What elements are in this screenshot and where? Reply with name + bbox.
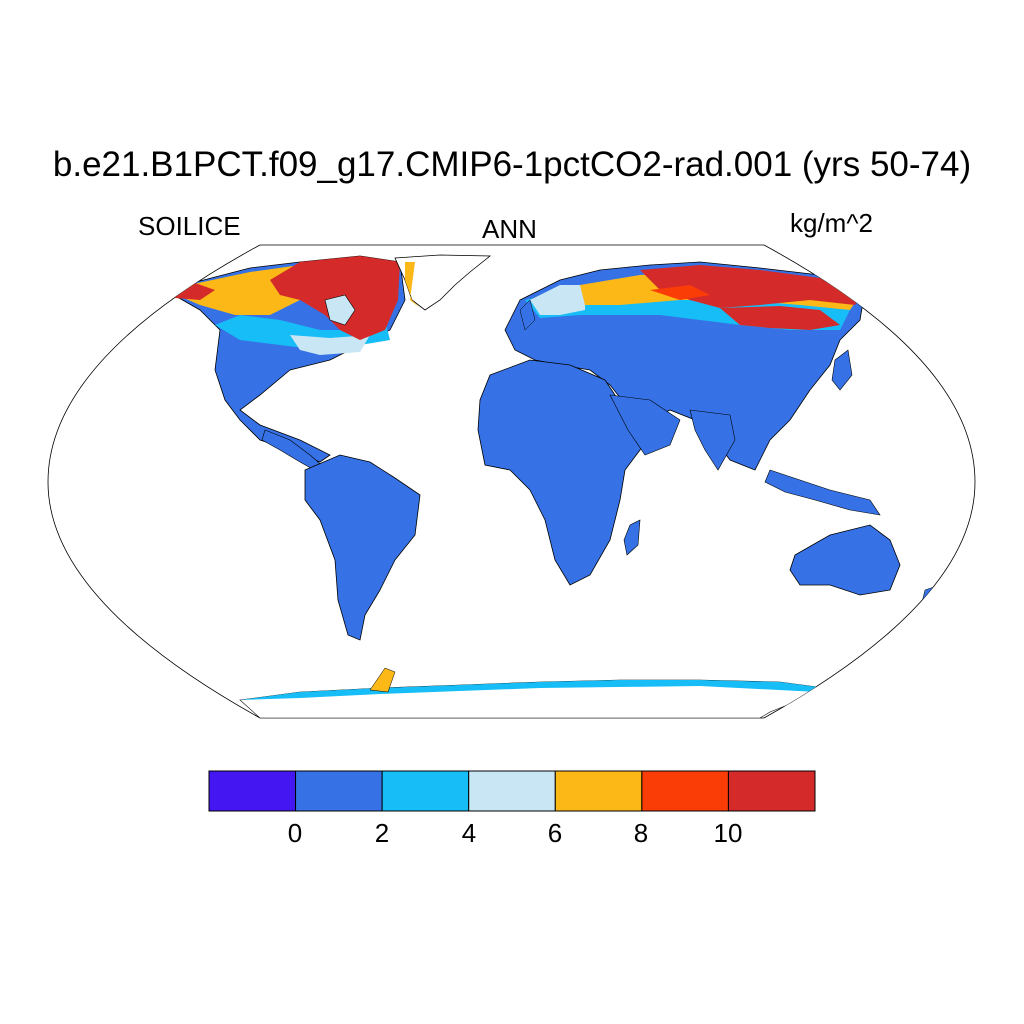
north-america-light-band — [290, 335, 370, 355]
hudson-bay — [324, 294, 356, 326]
colorbar-tick-label: 0 — [287, 818, 303, 848]
colorbar-tick-label: 10 — [713, 818, 743, 848]
colorbar-tick-label: 6 — [547, 818, 563, 848]
british-isles — [519, 299, 536, 331]
variable-label: SOILICE — [138, 211, 241, 241]
greenland-edge — [405, 262, 420, 308]
japan — [831, 349, 853, 391]
eurasia-deep-red — [650, 285, 710, 300]
units-label: kg/m^2 — [790, 208, 874, 238]
scandinavia-light — [530, 285, 585, 315]
india — [689, 409, 736, 471]
antarctic-peninsula — [369, 667, 396, 693]
colorbar-tick-label: 4 — [461, 818, 477, 848]
colorbar-tick-label: 8 — [633, 818, 649, 848]
colorbar-tick-label: 2 — [374, 818, 390, 848]
east-siberia-red — [720, 306, 840, 330]
season-label: ANN — [482, 214, 537, 244]
south-america — [304, 454, 421, 641]
africa — [477, 359, 651, 586]
plot-title: b.e21.B1PCT.f09_g17.CMIP6-1pctCO2-rad.00… — [52, 145, 972, 184]
southeast-asia-islands — [764, 469, 881, 516]
madagascar — [623, 519, 641, 556]
north-america-orange-band — [165, 265, 300, 315]
arabia — [609, 394, 681, 456]
antarctica-coast — [240, 680, 825, 700]
australia — [789, 524, 901, 596]
